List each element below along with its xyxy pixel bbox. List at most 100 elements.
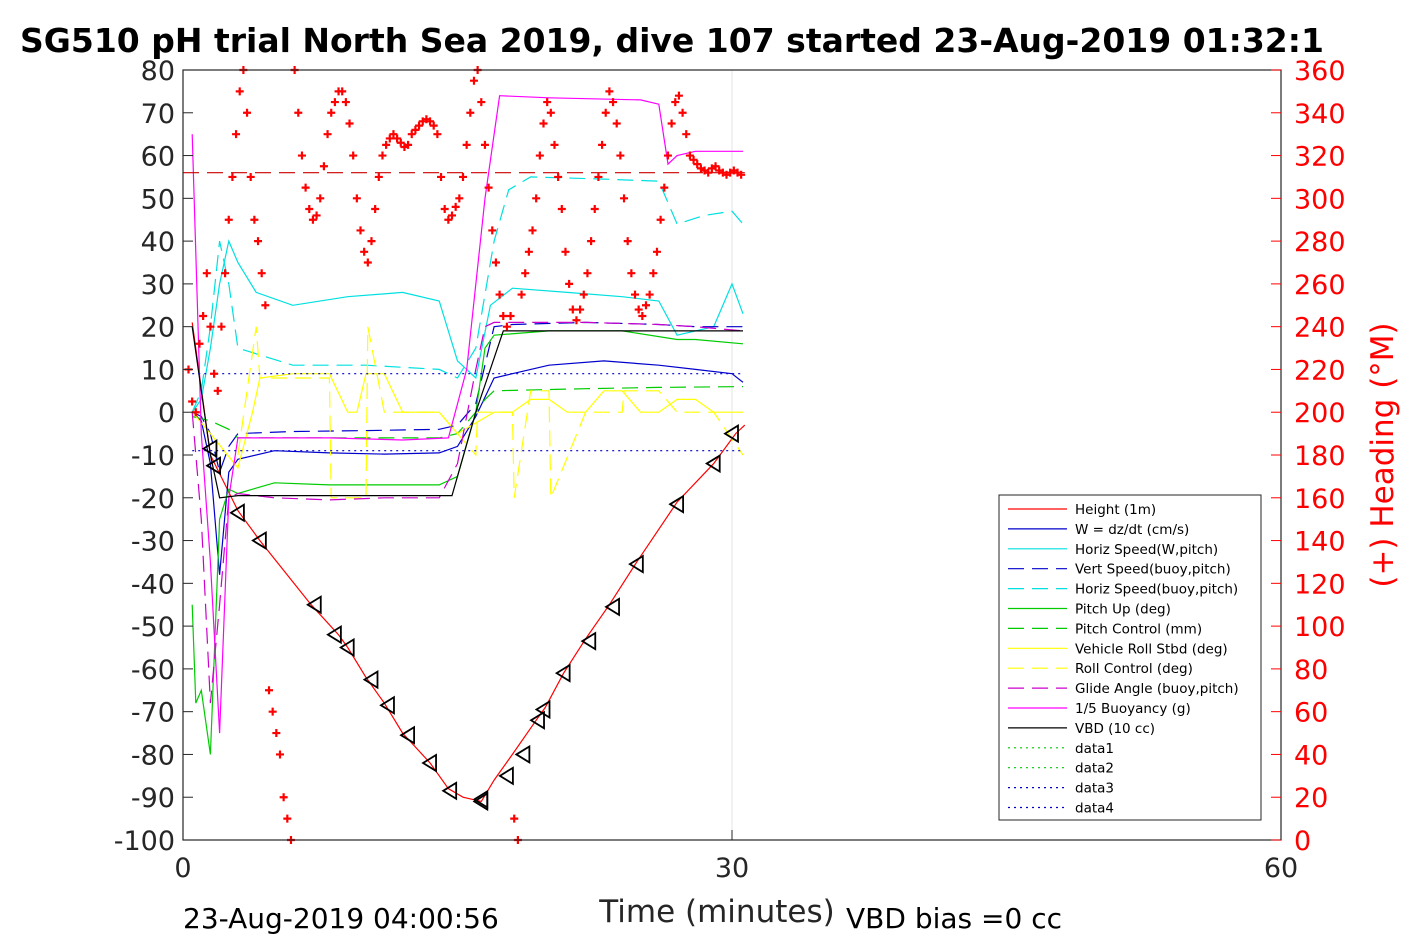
- heading-point: [297, 151, 306, 160]
- heading-point: [576, 305, 585, 314]
- y-tick-label: -10: [131, 441, 175, 472]
- series-line-11: [191, 326, 743, 499]
- footer-vbd-bias: VBD bias =0 cc: [846, 902, 1062, 935]
- heading-point: [623, 237, 632, 246]
- heading-point: [579, 290, 588, 299]
- heading-point: [261, 301, 270, 310]
- heading-point: [535, 151, 544, 160]
- depth-marker: [326, 625, 342, 645]
- heading-point: [356, 226, 365, 235]
- heading-point: [393, 134, 402, 143]
- heading-point: [506, 311, 515, 320]
- right-tick-label: 340: [1294, 99, 1346, 130]
- right-axis-ticks: 3603403203002802602402202001801601401201…: [1271, 56, 1346, 857]
- right-tick-label: 60: [1294, 698, 1328, 729]
- heading-point: [213, 386, 222, 395]
- depth-marker: [628, 554, 644, 574]
- y-tick-label: 0: [158, 398, 175, 429]
- depth-marker: [604, 597, 620, 617]
- heading-point: [349, 151, 358, 160]
- legend-entry: data1: [1075, 741, 1114, 757]
- series-line-3: [191, 321, 743, 475]
- heading-point: [594, 172, 603, 181]
- depth-marker: [251, 530, 267, 551]
- heading-point: [488, 226, 497, 235]
- footer-timestamp: 23-Aug-2019 04:00:56: [183, 902, 499, 935]
- depth-marker: [498, 766, 514, 786]
- heading-point: [678, 108, 687, 117]
- heading-point: [667, 119, 676, 128]
- depth-marker: [580, 631, 597, 651]
- heading-point: [250, 215, 259, 224]
- heading-point: [660, 183, 669, 192]
- right-tick-label: 320: [1294, 142, 1346, 173]
- series-line-5: [191, 330, 744, 755]
- legend-entry: 1/5 Buoyancy (g): [1075, 701, 1191, 717]
- x-tick-label: 30: [715, 853, 749, 884]
- heading-point: [188, 397, 197, 406]
- heading-point: [275, 750, 284, 759]
- heading-point: [484, 183, 493, 192]
- heading-point: [195, 339, 204, 348]
- depth-marker: [529, 710, 545, 730]
- heading-point: [693, 160, 702, 169]
- heading-point: [455, 194, 464, 203]
- heading-point: [268, 707, 277, 716]
- legend-entry: VBD (10 cc): [1075, 721, 1155, 737]
- legend-entry: Pitch Up (deg): [1075, 602, 1171, 618]
- y-tick-label: 60: [141, 142, 175, 173]
- depth-marker: [514, 744, 531, 765]
- heading-point: [341, 98, 350, 107]
- heading-point: [590, 205, 599, 214]
- heading-point: [609, 98, 618, 107]
- heading-point: [404, 140, 413, 149]
- left-axis-ticks: 80 70 60 50 40 30 20 10 0 -10 -20 -30 -40 -50 -60 -70 -8…: [114, 56, 193, 857]
- heading-point: [634, 305, 643, 314]
- heading-point: [210, 369, 219, 378]
- heading-point: [671, 98, 680, 107]
- series-line-2: [191, 239, 744, 413]
- heading-point: [433, 130, 442, 139]
- depth-marker: [554, 663, 571, 683]
- legend-entry: Horiz Speed(buoy,pitch): [1075, 582, 1238, 598]
- heading-point: [374, 172, 383, 181]
- heading-point: [601, 108, 610, 117]
- right-tick-label: 180: [1294, 441, 1346, 472]
- x-tick-label: 0: [174, 853, 191, 884]
- right-tick-label: 120: [1294, 569, 1346, 600]
- legend-entry: Vert Speed(buoy,pitch): [1075, 562, 1231, 578]
- heading-point: [557, 205, 566, 214]
- heading-point: [587, 237, 596, 246]
- depth-marker: [472, 789, 489, 809]
- heading-point: [469, 76, 478, 85]
- legend-entry: Glide Angle (buoy,pitch): [1075, 681, 1239, 697]
- heading-point: [308, 215, 317, 224]
- heading-point: [737, 170, 746, 179]
- heading-point: [583, 269, 592, 278]
- heading-point: [444, 215, 453, 224]
- depth-marker: [205, 456, 222, 476]
- heading-point: [627, 269, 636, 278]
- heading-point: [389, 130, 398, 139]
- heading-point: [327, 108, 336, 117]
- heading-point: [568, 305, 577, 314]
- right-tick-label: 260: [1294, 270, 1346, 301]
- heading-point: [550, 140, 559, 149]
- heading-point: [689, 155, 698, 164]
- heading-point: [656, 215, 665, 224]
- heading-point: [462, 140, 471, 149]
- legend-entry: Height (1m): [1075, 502, 1156, 518]
- depth-marker: [399, 725, 415, 745]
- depth-marker: [229, 503, 245, 523]
- heading-point: [543, 98, 552, 107]
- series-line-7: [191, 373, 743, 470]
- heading-point: [426, 117, 435, 126]
- series-group: [191, 95, 746, 803]
- heading-point: [265, 686, 274, 695]
- heading-point: [305, 205, 314, 214]
- heading-point: [407, 130, 416, 139]
- legend-entry: Roll Control (deg): [1075, 661, 1193, 677]
- heading-group: [183, 66, 746, 844]
- heading-point: [477, 98, 486, 107]
